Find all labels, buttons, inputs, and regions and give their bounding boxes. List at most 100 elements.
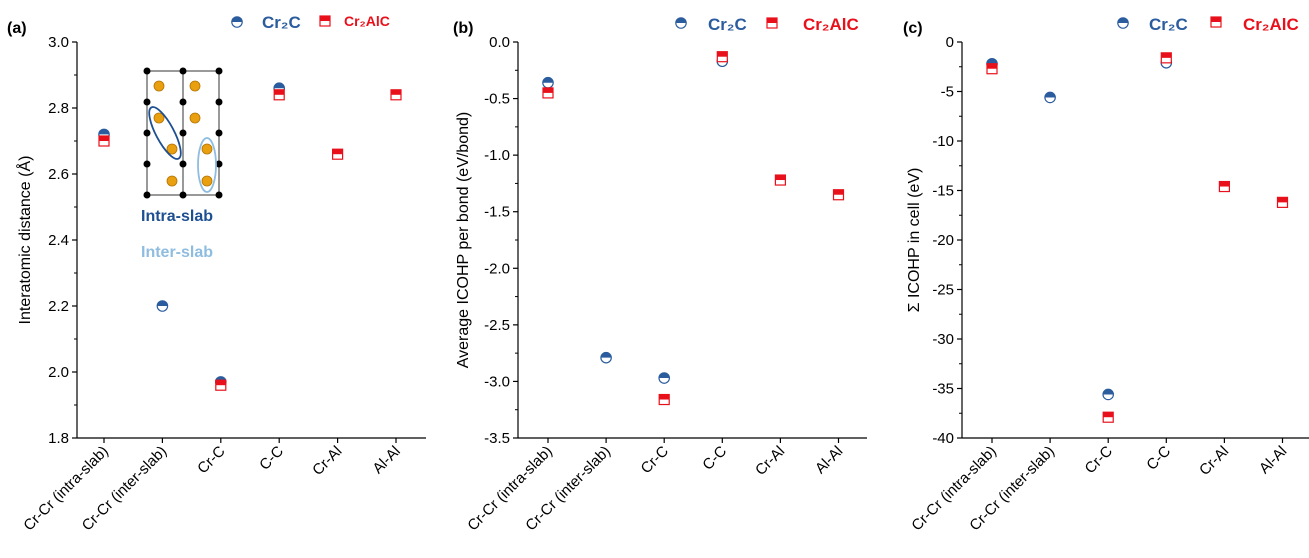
legend-c-cr2alc-marker (1210, 16, 1222, 28)
carbon-atom (179, 129, 187, 137)
y-tick-label-c: -30 (932, 331, 954, 348)
carbon-atom (179, 98, 187, 106)
panel-c: (c) Σ ICOHP in cell (eV) Cr₂C Cr₂AlC (903, 15, 1299, 312)
point-cr2alc-a (215, 379, 227, 391)
point-cr2alc-a (332, 148, 344, 160)
point-cr2alc-a (98, 135, 110, 147)
unit-cell-left (146, 70, 184, 196)
category-label-a: C-C (256, 443, 287, 474)
panel-c-ylabel: Σ ICOHP in cell (eV) (906, 168, 923, 313)
panel-a-letter: (a) (7, 20, 27, 37)
point-cr2alc-b (774, 174, 787, 186)
category-label-c: Cr-Al (1196, 443, 1232, 479)
panel-b: (b) Average ICOHP per bond (eV/bond) Cr₂… (453, 15, 859, 368)
y-tick-label-a: 2.8 (48, 100, 69, 117)
y-tick-label-a: 2.0 (48, 364, 69, 381)
carbon-atom (215, 129, 223, 137)
legend-c-cr2alc-label: Cr₂AlC (1243, 15, 1299, 34)
panel-c-letter: (c) (903, 20, 923, 37)
y-tick-label-c: -40 (932, 430, 954, 447)
point-cr2c-b (658, 372, 671, 384)
carbon-atom (143, 129, 151, 137)
plot-a: 1.82.02.22.42.62.83.0Cr-Cr (intra-slab)C… (20, 34, 426, 534)
panel-b-legend: Cr₂C Cr₂AlC (675, 15, 859, 34)
y-tick-label-c: -25 (932, 282, 954, 299)
category-label-b: C-C (699, 443, 730, 474)
chromium-atom (166, 175, 178, 187)
point-cr2c-b (542, 76, 554, 89)
y-tick-label-b: -3.5 (484, 430, 510, 447)
plot-b: -3.5-3.0-2.5-2.0-1.5-1.0-0.50.0Cr-Cr (in… (464, 34, 867, 534)
point-cr2alc-b (658, 393, 670, 406)
chromium-atom (189, 80, 201, 92)
panel-b-letter: (b) (453, 20, 473, 37)
chromium-atom (201, 175, 213, 187)
carbon-atom (215, 191, 223, 199)
point-cr2alc-b (716, 51, 728, 63)
carbon-atom (143, 67, 151, 75)
point-cr2c-b (600, 351, 612, 364)
chromium-atoms (153, 80, 213, 187)
category-label-c: Al-Al (1256, 443, 1290, 477)
category-label-b: Cr-Al (752, 443, 788, 479)
carbon-atom (215, 160, 223, 168)
panel-a-ylabel: Interatomic distance (Å) (15, 156, 34, 325)
category-label-c: C-C (1143, 443, 1174, 474)
y-tick-label-b: -2.5 (484, 317, 510, 334)
panel-b-ylabel: Average ICOHP per bond (eV/bond) (455, 112, 472, 368)
carbon-atom (179, 160, 187, 168)
carbon-atom (143, 160, 151, 168)
point-cr2alc-b (832, 189, 845, 201)
point-cr2alc-c (1160, 52, 1172, 64)
y-tick-label-b: 0.0 (489, 34, 510, 51)
inter-slab-label: Inter-slab (141, 244, 213, 261)
carbon-atom (179, 67, 187, 75)
legend-a-cr2c-label: Cr₂C (262, 13, 301, 32)
y-tick-label-c: 0 (946, 34, 954, 51)
point-cr2alc-c (1102, 411, 1114, 423)
y-tick-label-b: -0.5 (484, 91, 510, 108)
y-tick-label-b: -2.0 (484, 260, 510, 277)
chromium-atom (153, 80, 165, 92)
legend-c-cr2c-marker (1117, 17, 1129, 29)
legend-b-cr2c-label: Cr₂C (708, 15, 747, 34)
point-cr2alc-b (542, 87, 554, 99)
carbon-atom (215, 98, 223, 106)
y-tick-label-c: -5 (941, 84, 954, 101)
point-cr2alc-a (390, 89, 402, 101)
y-tick-label-b: -1.5 (484, 204, 510, 221)
point-cr2c-a (156, 300, 169, 312)
legend-c-cr2c-label: Cr₂C (1149, 15, 1188, 34)
legend-b-cr2alc-label: Cr₂AlC (803, 15, 859, 34)
y-tick-label-a: 2.2 (48, 298, 69, 315)
chromium-atom (166, 143, 178, 155)
y-tick-label-c: -35 (932, 381, 954, 398)
legend-a-cr2alc-marker (319, 15, 331, 27)
panel-a-legend: Cr₂C Cr₂AlC (231, 13, 390, 32)
point-cr2alc-c (986, 63, 998, 75)
point-cr2alc-c (1218, 180, 1231, 193)
category-label-c: Cr-C (1082, 443, 1117, 478)
y-tick-label-b: -1.0 (484, 147, 510, 164)
carbon-atom (179, 191, 187, 199)
category-label-a: Al-Al (369, 443, 403, 477)
category-label-b: Cr-C (638, 443, 673, 478)
category-label-a: Cr-Al (309, 443, 345, 479)
category-label-a: Cr-C (194, 443, 229, 478)
intra-slab-ellipse (148, 106, 182, 160)
carbon-atoms (143, 67, 223, 199)
legend-a-cr2c-marker (231, 16, 243, 28)
legend-b-cr2alc-marker (766, 17, 778, 29)
carbon-atom (215, 67, 223, 75)
category-label-b: Al-Al (812, 443, 846, 477)
chromium-atom (153, 112, 165, 124)
y-tick-label-c: -10 (932, 133, 954, 150)
legend-a-cr2alc-label: Cr₂AlC (344, 13, 390, 29)
intra-slab-label: Intra-slab (141, 208, 213, 225)
panel-c-legend: Cr₂C Cr₂AlC (1117, 15, 1299, 34)
y-tick-label-b: -3.0 (484, 373, 510, 390)
point-cr2c-c (1102, 388, 1114, 401)
point-cr2c-c (1044, 91, 1056, 104)
